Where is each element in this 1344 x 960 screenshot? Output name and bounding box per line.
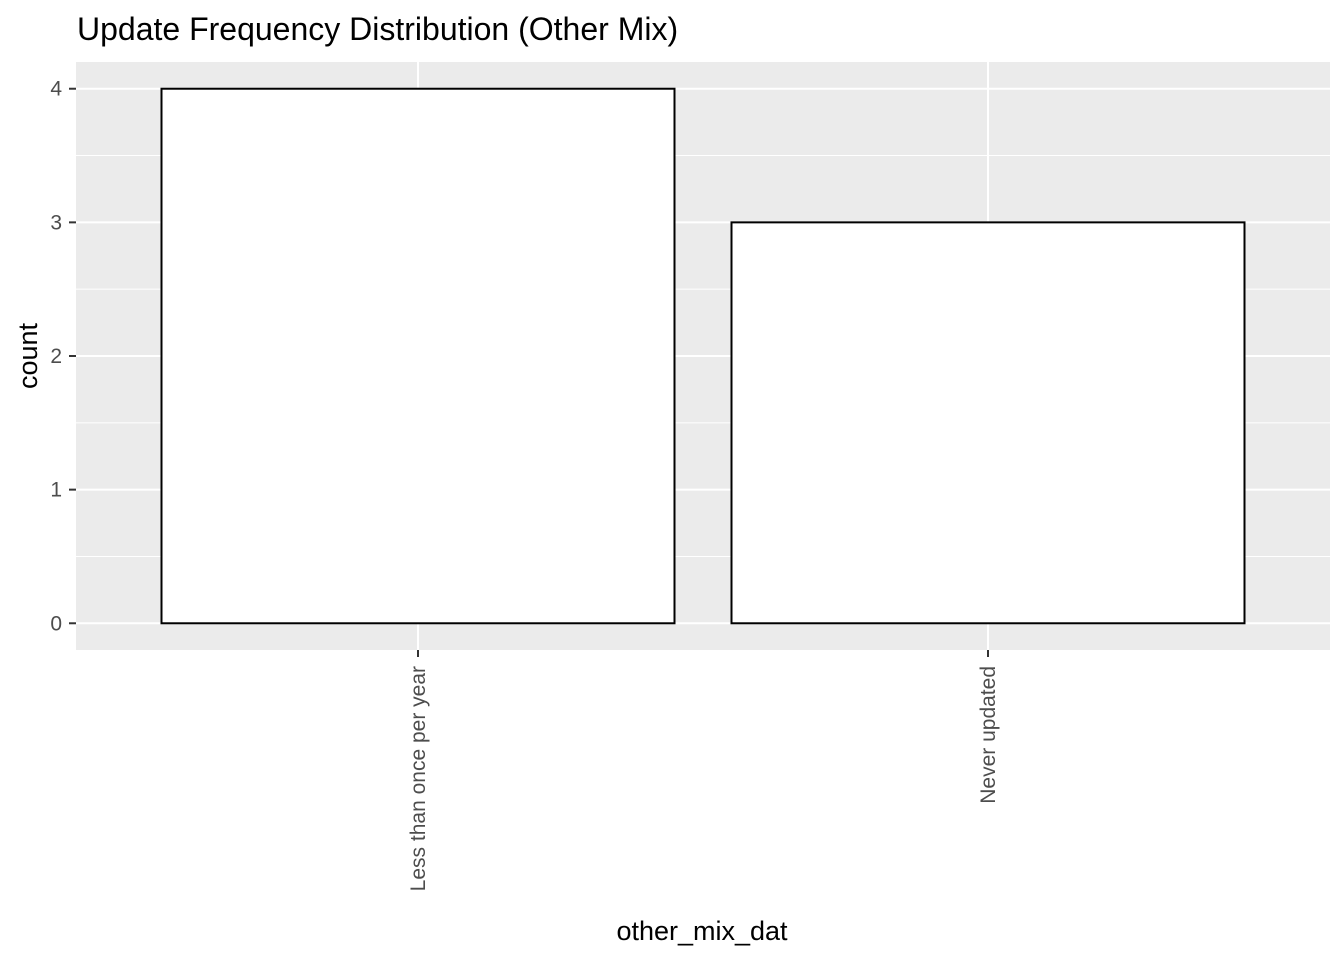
- y-tick-label: 1: [50, 479, 62, 502]
- y-axis-title: count: [13, 322, 43, 389]
- x-tick-label: Less than once per year: [407, 666, 430, 891]
- x-axis-title: other_mix_dat: [616, 916, 788, 946]
- bar: [730, 221, 1246, 625]
- y-tick-label: 0: [50, 612, 62, 635]
- y-tick-label: 3: [50, 211, 62, 234]
- y-axis: 0 1 2 3 4: [50, 78, 76, 635]
- bars: [160, 87, 1246, 625]
- y-tick-label: 4: [50, 78, 62, 101]
- x-tick-label: Never updated: [977, 666, 1000, 804]
- chart-title: Update Frequency Distribution (Other Mix…: [77, 11, 678, 47]
- y-tick-label: 2: [50, 345, 62, 368]
- x-axis: Less than once per year Never updated: [407, 650, 1000, 891]
- bar: [160, 87, 676, 625]
